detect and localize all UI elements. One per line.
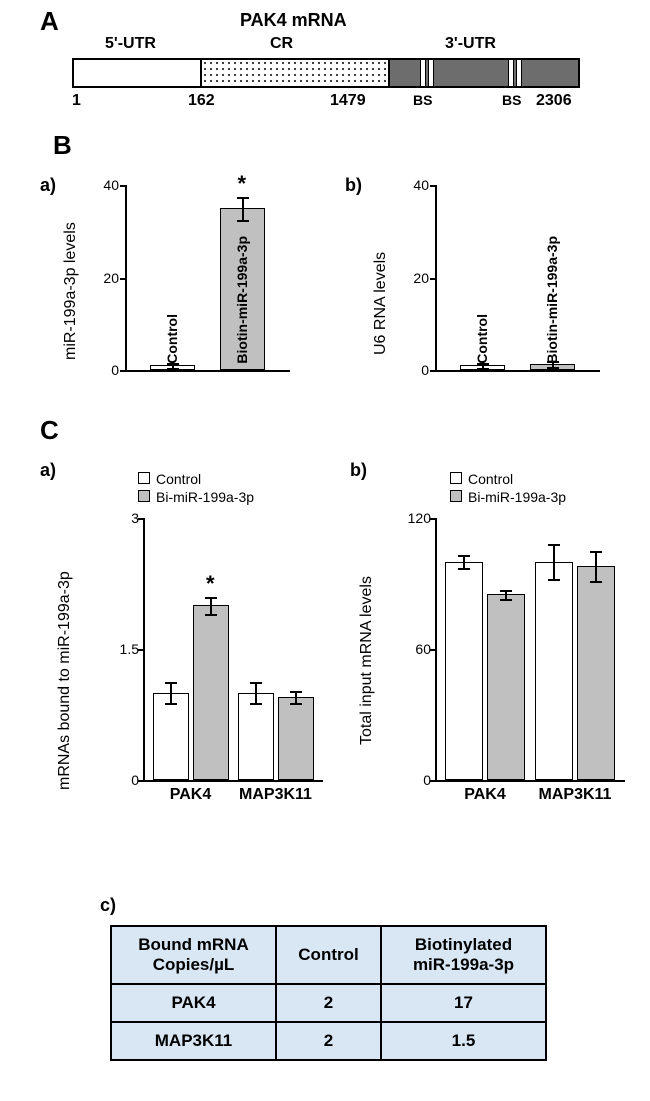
label-3utr: 3'-UTR: [445, 35, 496, 53]
label-5utr: 5'-UTR: [105, 35, 156, 53]
panel-a-letter: A: [40, 6, 59, 37]
table-cell: MAP3K11: [111, 1022, 276, 1060]
schema-pos-162: 162: [188, 92, 215, 110]
chart-c-a: 01.53ControlBi-miR-199a-3p*PAK4MAP3K11: [108, 470, 328, 810]
schema-5utr-box: [72, 58, 202, 88]
chart-c-b-ylabel: Total input mRNA levels: [358, 535, 376, 745]
panel-c-letter: C: [40, 415, 59, 446]
table-cell: 17: [381, 984, 546, 1022]
table-header-0: Bound mRNA Copies/µL: [111, 926, 276, 984]
chart-b-b-ylabel: U6 RNA levels: [372, 225, 390, 355]
schema-3utr-box: [388, 58, 580, 88]
table-cell: 2: [276, 984, 381, 1022]
panel-b-a-sub: a): [40, 175, 56, 196]
chart-c-a-ylabel: mRNAs bound to miR-199a-3p: [56, 510, 74, 790]
table-cell: 1.5: [381, 1022, 546, 1060]
panel-a-mrna-title: PAK4 mRNA: [240, 10, 347, 31]
panel-c-c-sub: c): [100, 895, 116, 916]
table-header-2: Biotinylated miR-199a-3p: [381, 926, 546, 984]
panel-b-b-sub: b): [345, 175, 362, 196]
chart-b-a: 02040ControlBiotin-miR-199a-3p*: [95, 180, 295, 380]
panel-c-a-sub: a): [40, 460, 56, 481]
schema-pos-2306: 2306: [536, 92, 572, 110]
chart-b-a-ylabel: miR-199a-3p levels: [62, 210, 80, 360]
chart-b-b: 02040ControlBiotin-miR-199a-3p: [405, 180, 605, 380]
schema-pos-1479: 1479: [330, 92, 366, 110]
schema-cr-box: [200, 58, 390, 88]
table-cell: PAK4: [111, 984, 276, 1022]
chart-c-b: 060120ControlBi-miR-199a-3pPAK4MAP3K11: [400, 470, 630, 810]
table-c-c: Bound mRNA Copies/µL Control Biotinylate…: [110, 925, 547, 1061]
panel-b-letter: B: [53, 130, 72, 161]
schema-pos-1: 1: [72, 92, 81, 110]
schema-bs-2: BS: [502, 92, 521, 108]
table-header-1: Control: [276, 926, 381, 984]
label-cr: CR: [270, 35, 293, 53]
table-cell: 2: [276, 1022, 381, 1060]
panel-c-b-sub: b): [350, 460, 367, 481]
schema-bs-1: BS: [413, 92, 432, 108]
